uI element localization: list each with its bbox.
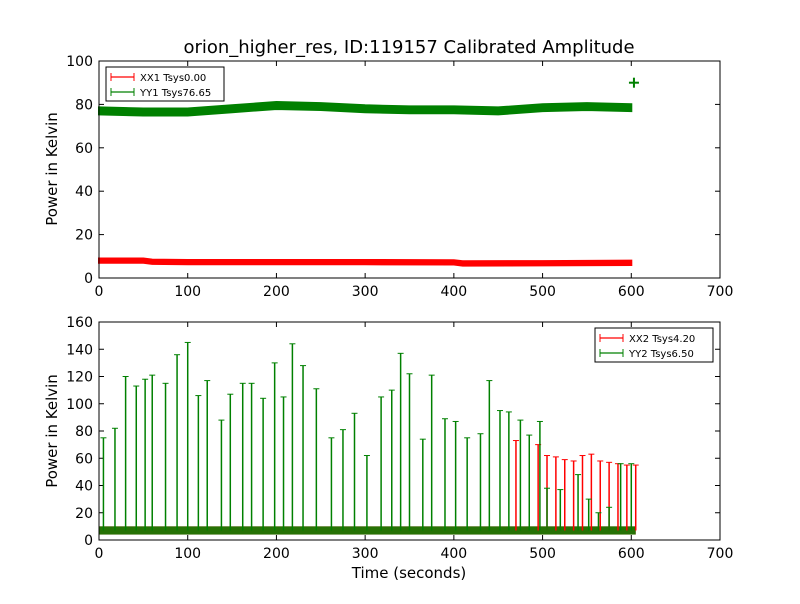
top-chart-x-tick-label: 600 <box>618 284 645 300</box>
bottom-chart-x-tick-label: 400 <box>440 546 467 562</box>
bottom-chart-x-tick-label: 700 <box>707 546 734 562</box>
top-chart-y-tick-label: 0 <box>84 271 93 287</box>
top-chart-y-tick-label: 80 <box>75 97 93 113</box>
top-chart-y-tick-label: 60 <box>75 141 93 157</box>
top-chart-x-tick-label: 200 <box>263 284 290 300</box>
bottom-chart-x-tick-label: 500 <box>529 546 556 562</box>
bottom-chart-y-tick-label: 0 <box>84 533 93 549</box>
bottom-chart-ylabel: Power in Kelvin <box>43 374 61 488</box>
top-chart-legend-box <box>105 66 225 102</box>
bottom-chart-y-tick-label: 40 <box>75 479 93 495</box>
top-chart-y-tick-label: 40 <box>75 184 93 200</box>
bottom-chart-y-tick-label: 120 <box>66 370 93 386</box>
top-chart-frame <box>98 60 721 279</box>
bottom-chart-y-tick-label: 100 <box>66 397 93 413</box>
top-chart-x-tick-label: 500 <box>529 284 556 300</box>
top-chart-legend-label: XX1 Tsys0.00 <box>140 73 206 84</box>
bottom-chart-legend-box <box>594 327 714 363</box>
bottom-chart-x-tick-label: 200 <box>263 546 290 562</box>
bottom-chart-x-tick-label: 300 <box>352 546 379 562</box>
bottom-chart-x-tick-label: 0 <box>95 546 104 562</box>
top-chart-series-line <box>99 259 632 265</box>
top-chart-x-tick-label: 0 <box>95 284 104 300</box>
bottom-chart-plot: 0 100 200 300 400 500 600 700 0 20 40 60 80 100 120 140… <box>66 315 733 562</box>
top-chart-plot: 0 100 200 300 400 500 600 700 0 20 40 60 80 100 XX1 Ts… <box>66 54 733 300</box>
bottom-chart-y-tick-label: 80 <box>75 424 93 440</box>
x-axis-label: Time (seconds) <box>351 564 467 582</box>
bottom-chart-y-tick-label: 60 <box>75 451 93 467</box>
bottom-chart-frame <box>98 321 721 541</box>
bottom-chart-y-tick-label: 20 <box>75 506 93 522</box>
top-chart-ylabel: Power in Kelvin <box>43 112 61 226</box>
top-chart-x-tick-label: 100 <box>174 284 201 300</box>
bottom-chart-legend-label: YY2 Tsys6.50 <box>628 349 694 360</box>
top-chart-y-tick-label: 20 <box>75 228 93 244</box>
top-chart-x-tick-label: 400 <box>440 284 467 300</box>
top-chart-x-tick-label: 300 <box>352 284 379 300</box>
bottom-chart-legend-label: XX2 Tsys4.20 <box>629 334 695 345</box>
top-chart-x-tick-label: 700 <box>707 284 734 300</box>
bottom-chart-y-tick-label: 160 <box>66 315 93 331</box>
top-chart-title: orion_higher_res, ID:119157 Calibrated A… <box>183 37 634 58</box>
top-chart-legend-label: YY1 Tsys76.65 <box>139 88 211 99</box>
top-chart-y-tick-label: 100 <box>66 54 93 70</box>
bottom-chart-y-tick-label: 140 <box>66 342 93 358</box>
bottom-chart-x-tick-label: 600 <box>618 546 645 562</box>
bottom-chart-x-tick-label: 100 <box>174 546 201 562</box>
top-chart-series-line <box>98 104 632 113</box>
